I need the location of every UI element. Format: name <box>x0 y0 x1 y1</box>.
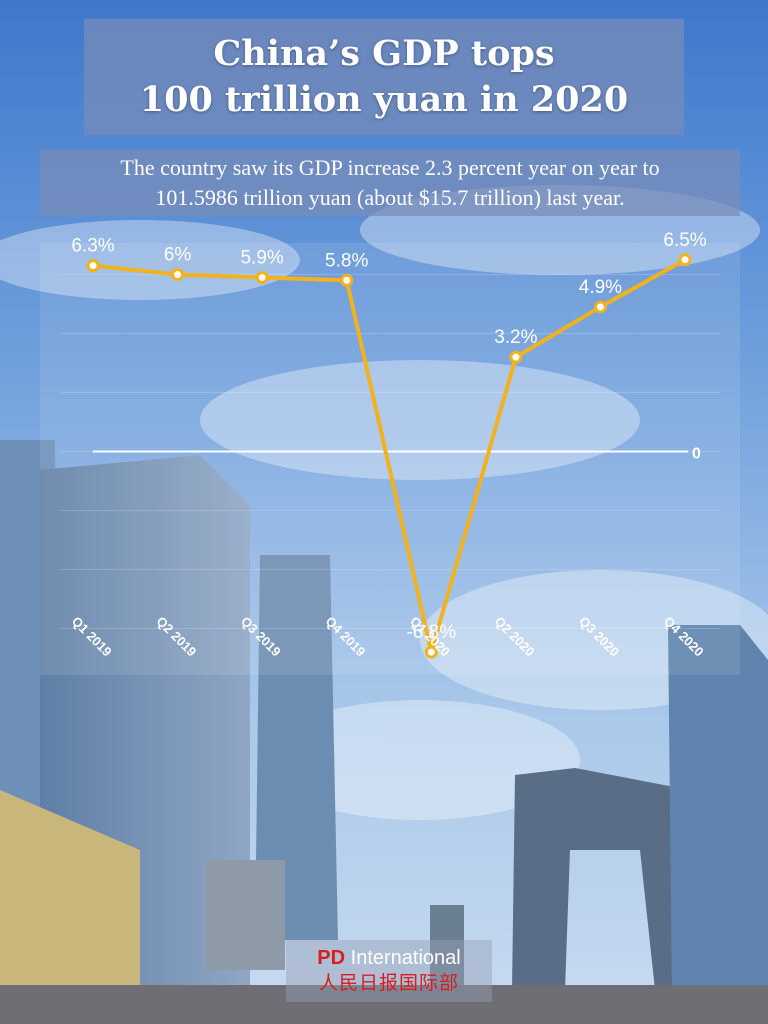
data-label: 4.9% <box>579 277 622 298</box>
data-point <box>678 253 692 267</box>
chart-panel <box>40 243 740 675</box>
title-panel: China’s GDP tops 100 trillion yuan in 20… <box>84 19 684 135</box>
data-point <box>255 270 269 284</box>
subtitle-panel: The country saw its GDP increase 2.3 per… <box>40 150 740 216</box>
data-label: -6.8% <box>406 622 456 643</box>
zero-line-label: 0 <box>692 446 701 463</box>
data-point <box>424 645 438 659</box>
data-points <box>86 253 692 659</box>
data-point <box>171 268 185 281</box>
title-line-2: 100 trillion yuan in 2020 <box>139 79 629 120</box>
data-label: 6.3% <box>71 236 114 257</box>
data-label: 6.5% <box>663 230 706 251</box>
subtitle-line-1: The country saw its GDP increase 2.3 per… <box>120 155 660 180</box>
data-point <box>509 350 523 364</box>
series-line <box>92 258 686 655</box>
watermark-logo: PD International 人民日报国际部 <box>286 940 492 1002</box>
skyline <box>0 440 768 1024</box>
data-labels: 6.3% 6% 5.9% 5.8% -6.8% 3.2% 4.9% 6.5% <box>71 230 706 643</box>
title-line-1: China’s GDP tops <box>213 33 555 74</box>
data-label: 6% <box>164 245 192 266</box>
watermark-pd: PD <box>317 947 346 969</box>
watermark-chinese: 人民日报国际部 <box>318 972 459 994</box>
data-point <box>86 259 100 273</box>
data-point <box>593 300 607 314</box>
data-label: 5.8% <box>325 250 368 271</box>
data-label: 5.9% <box>240 247 283 268</box>
data-label: 3.2% <box>494 327 537 348</box>
subtitle-line-2: 101.5986 trillion yuan (about $15.7 tril… <box>155 185 625 210</box>
watermark-international: International <box>345 947 461 969</box>
data-point <box>340 273 354 287</box>
